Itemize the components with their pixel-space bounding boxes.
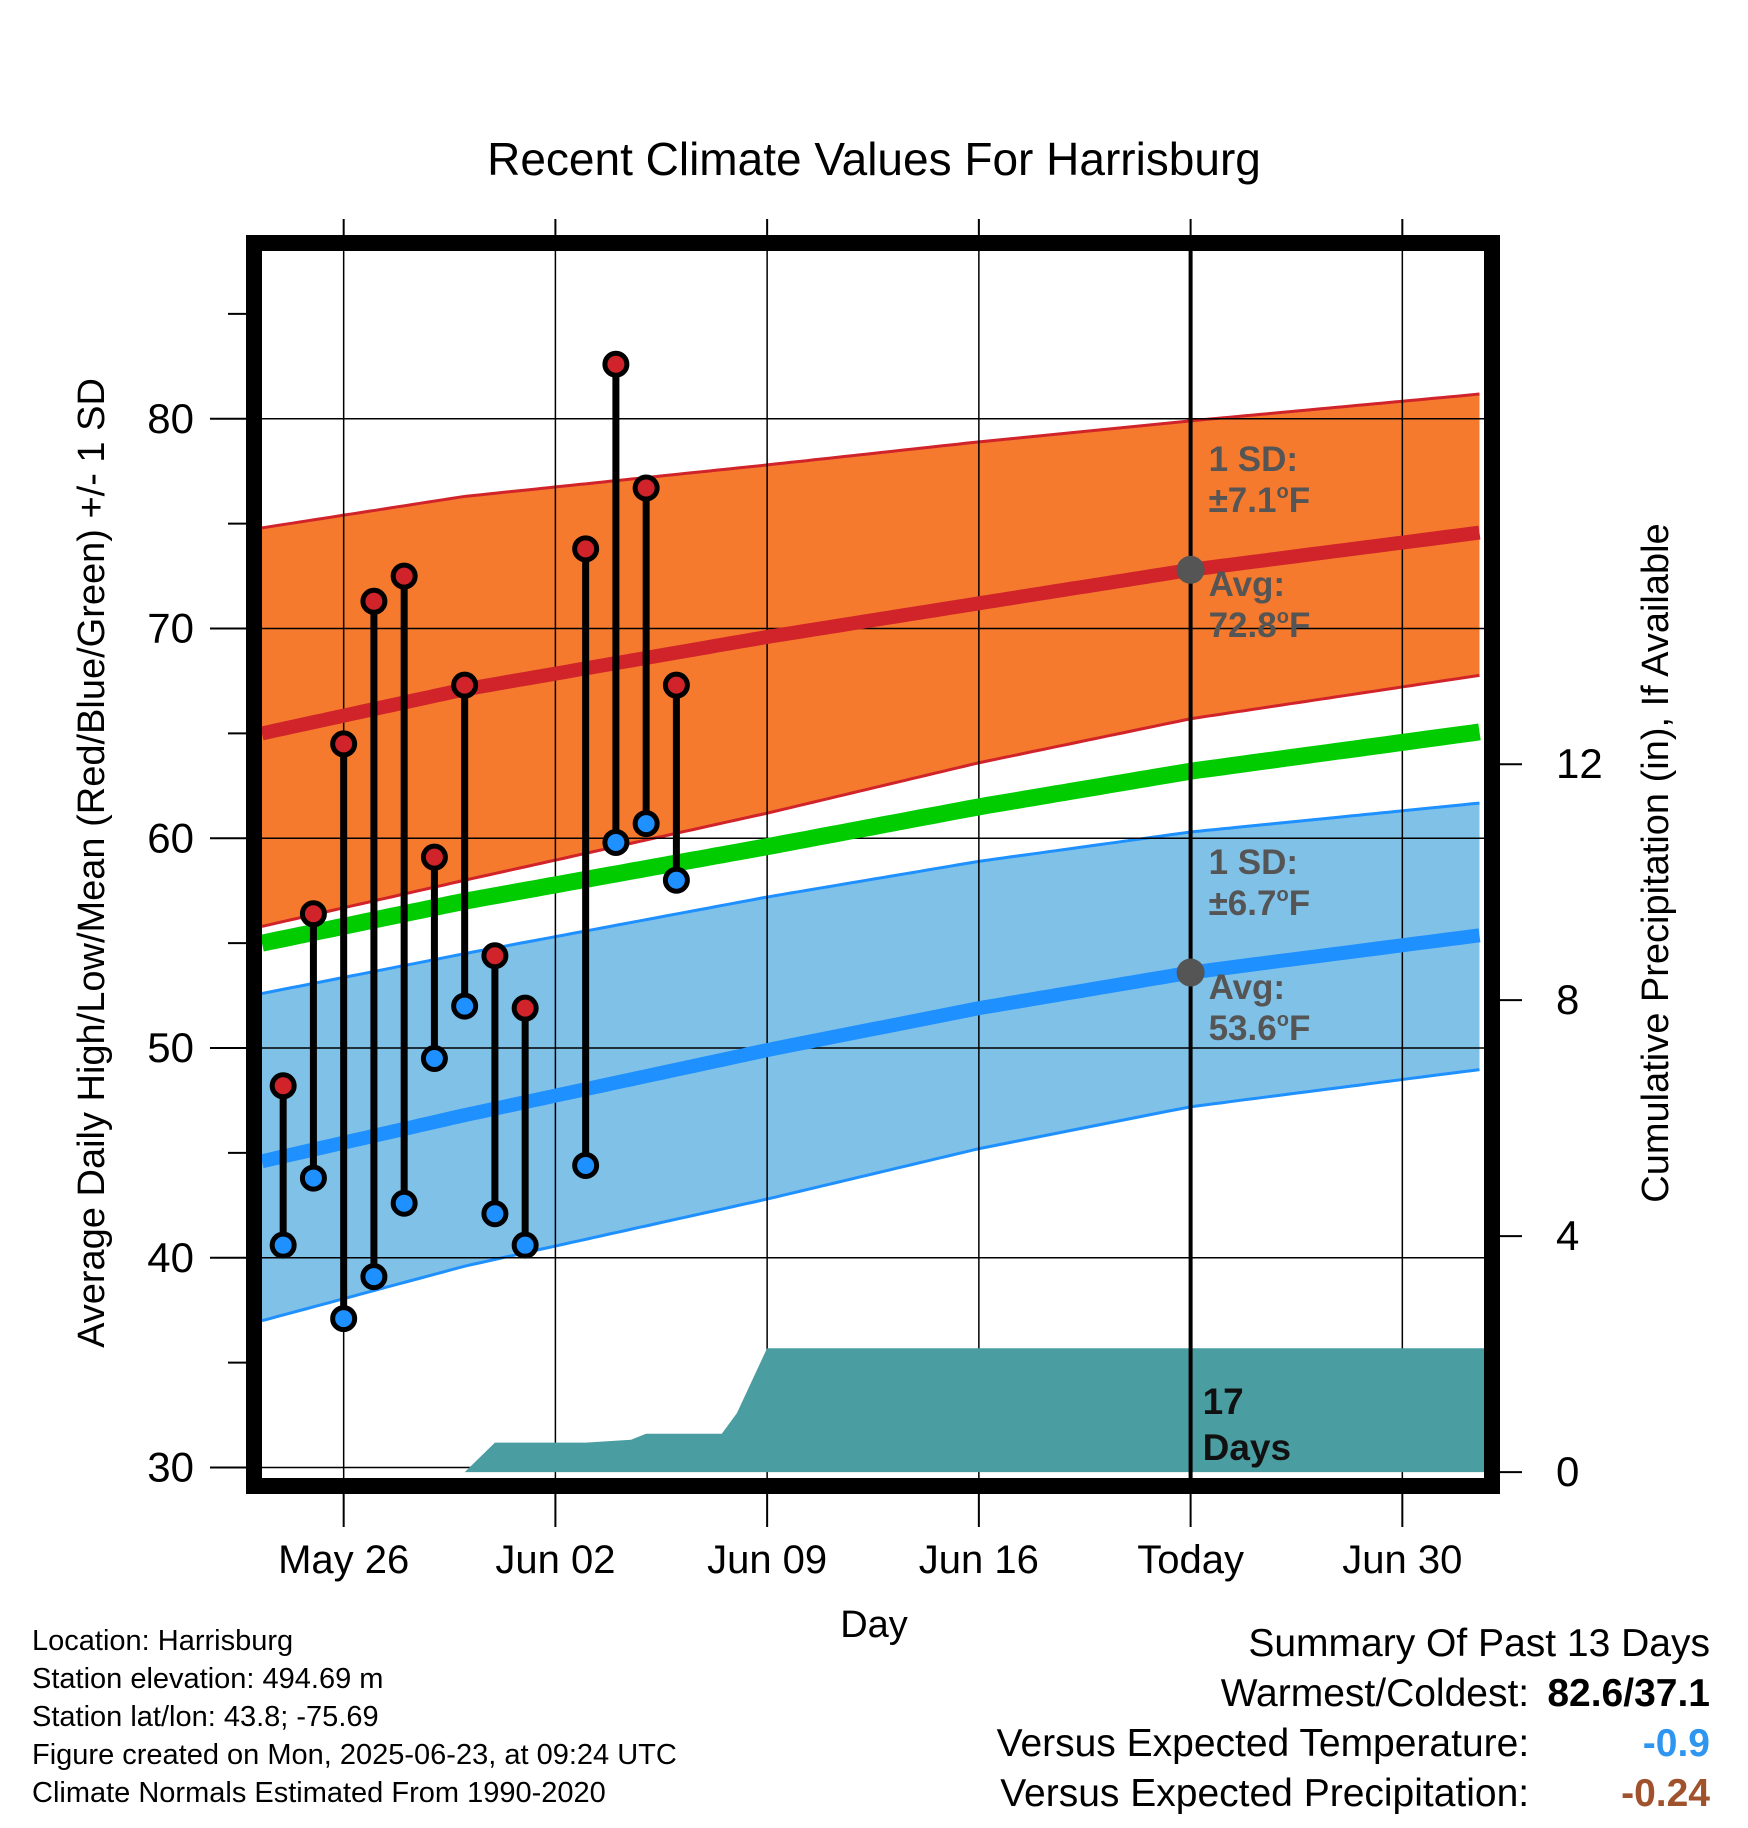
- x-tick-label: May 26: [278, 1538, 409, 1582]
- y2-tick-label: 8: [1556, 976, 1579, 1023]
- observed-low-point: [632, 810, 660, 838]
- low-sd-lower-line: [262, 1068, 1480, 1323]
- axes: 30 40 50 60 70 80 0 4 8 12 May 26 Jun 02 Jun 09 Jun 1…: [147, 219, 1603, 1582]
- summary-temp: Versus Expected Temperature: -0.9: [997, 1722, 1710, 1766]
- high-sd-value: ±7.1oF: [1209, 481, 1310, 520]
- observed-high-point: [360, 587, 388, 615]
- y-tick-label: 50: [147, 1024, 194, 1071]
- observed-high-point: [632, 474, 660, 502]
- precip-area: [262, 1348, 1484, 1473]
- observed-low-point: [360, 1263, 388, 1291]
- observed-low-point: [269, 1231, 297, 1259]
- observed-high-point: [330, 730, 358, 758]
- observed-low-point: [390, 1189, 418, 1217]
- low-sd-value: ±6.7oF: [1209, 884, 1310, 923]
- observed-high-point: [420, 843, 448, 871]
- today-high-marker: [1176, 555, 1205, 584]
- info-normals: Climate Normals Estimated From 1990-2020: [32, 1777, 606, 1809]
- summary-warm-cold-value: 82.6/37.1: [1547, 1672, 1710, 1715]
- info-latlon: Station lat/lon: 43.8; -75.69: [32, 1701, 379, 1733]
- summary-temp-value: -0.9: [1642, 1722, 1710, 1765]
- y2-tick-label: 4: [1556, 1212, 1579, 1259]
- y2-tick-label: 12: [1556, 740, 1603, 787]
- x-tick-label: Jun 09: [707, 1538, 827, 1582]
- y-tick-label: 80: [147, 395, 194, 442]
- info-location: Location: Harrisburg: [32, 1625, 294, 1657]
- plot-border: [246, 235, 1500, 1494]
- low-sd-label: 1 SD:: [1209, 843, 1298, 882]
- x-tick-label: Jun 02: [495, 1538, 615, 1582]
- info-created: Figure created on Mon, 2025-06-23, at 09…: [32, 1739, 677, 1771]
- observed-high-point: [511, 994, 539, 1022]
- summary-precip-value: -0.24: [1621, 1772, 1710, 1815]
- y2-axis-label: Cumulative Precipitation (in), If Availa…: [1635, 523, 1677, 1202]
- today-low-marker: [1176, 958, 1205, 987]
- low-avg-label: Avg:: [1209, 968, 1285, 1007]
- summary-title: Summary Of Past 13 Days: [1248, 1622, 1710, 1665]
- low-sd-band: [262, 803, 1480, 1321]
- observed-high-point: [662, 671, 690, 699]
- summary-warm-cold-label: Warmest/Coldest:: [1220, 1672, 1530, 1715]
- observed-high-point: [269, 1072, 297, 1100]
- info-elevation: Station elevation: 494.69 m: [32, 1663, 384, 1695]
- observed-low-point: [481, 1200, 509, 1228]
- observed-high-point: [451, 671, 479, 699]
- y-tick-label: 40: [147, 1234, 194, 1281]
- low-avg-value: 53.6oF: [1209, 1009, 1311, 1048]
- summary-temp-label: Versus Expected Temperature:: [996, 1722, 1530, 1765]
- observed-low-point: [572, 1151, 600, 1179]
- x-tick-label: Today: [1137, 1538, 1244, 1582]
- y-tick-label: 70: [147, 605, 194, 652]
- precip-days-word: Days: [1203, 1427, 1291, 1468]
- y-axis-label: Average Daily High/Low/Mean (Red/Blue/Gr…: [71, 378, 113, 1348]
- high-sd-upper-line: [262, 392, 1480, 530]
- observed-low-point: [330, 1305, 358, 1333]
- y-tick-label: 30: [147, 1444, 194, 1491]
- high-avg-label: Avg:: [1209, 565, 1285, 604]
- high-sd-label: 1 SD:: [1209, 440, 1298, 479]
- x-axis-label: Day: [840, 1604, 908, 1646]
- observed-high-point: [481, 942, 509, 970]
- observed-high-point: [572, 535, 600, 563]
- precip-days-count: 17: [1203, 1381, 1244, 1422]
- chart-title: Recent Climate Values For Harrisburg: [487, 133, 1261, 185]
- high-avg-value: 72.8oF: [1209, 606, 1311, 645]
- summary-precip: Versus Expected Precipitation: -0.24: [1000, 1772, 1710, 1816]
- observed-low-point: [451, 992, 479, 1020]
- observed-low-point: [662, 866, 690, 894]
- high-sd-band: [262, 394, 1480, 927]
- observed-low-point: [511, 1231, 539, 1259]
- plot-frame: [246, 235, 1500, 1494]
- observed-high-point: [390, 562, 418, 590]
- x-tick-label: Jun 30: [1342, 1538, 1462, 1582]
- y-tick-label: 60: [147, 814, 194, 861]
- observed-high-point: [299, 900, 327, 928]
- summary-precip-label: Versus Expected Precipitation:: [1000, 1772, 1530, 1815]
- observed-low-point: [602, 828, 630, 856]
- observed-high-point: [602, 350, 630, 378]
- x-tick-label: Jun 16: [919, 1538, 1039, 1582]
- plot-content: [262, 251, 1484, 1478]
- summary-warm-cold: Warmest/Coldest: 82.6/37.1: [1221, 1672, 1710, 1716]
- y2-tick-label: 0: [1556, 1448, 1579, 1495]
- observed-low-point: [420, 1045, 448, 1073]
- station-info: Location: Harrisburg Station elevation: …: [32, 1622, 677, 1812]
- normal-low-line: [262, 928, 1481, 1169]
- observed-low-point: [299, 1164, 327, 1192]
